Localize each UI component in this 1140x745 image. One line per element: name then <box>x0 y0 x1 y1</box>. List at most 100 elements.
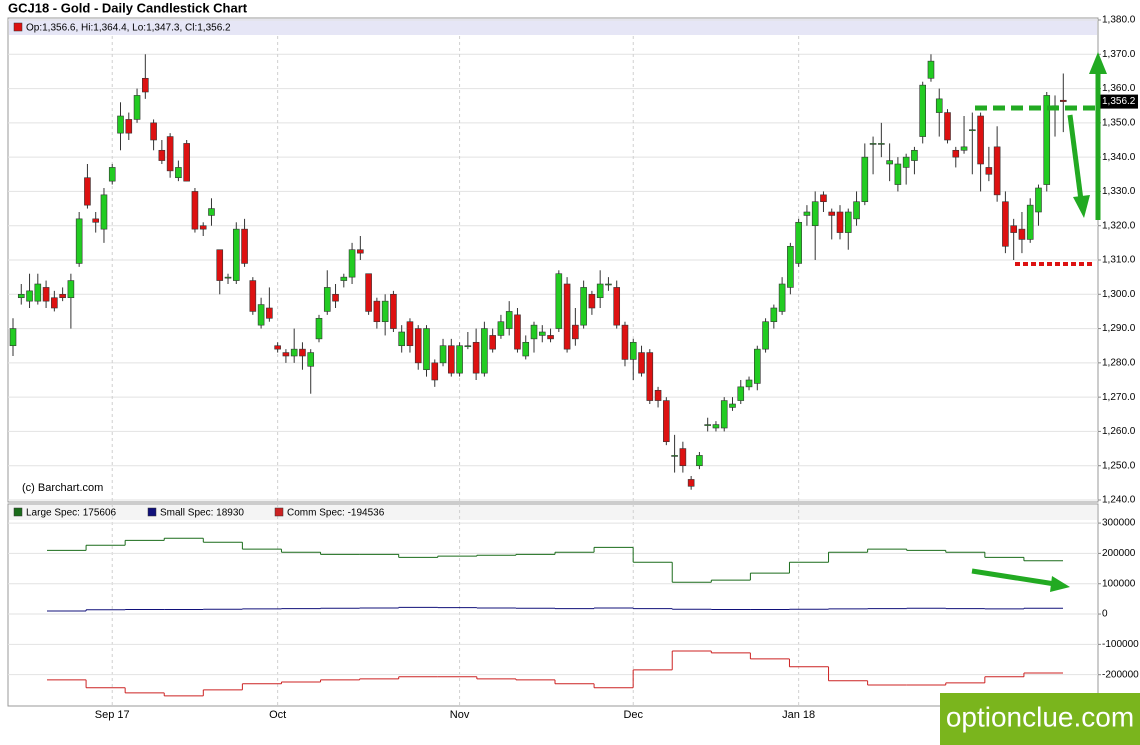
candle-body <box>108 167 116 182</box>
candle-body <box>985 167 993 175</box>
candle-body <box>381 300 389 323</box>
y-tick-label: 1,280.0 <box>1102 357 1136 368</box>
candle-body <box>737 386 745 401</box>
candle-body <box>398 331 405 347</box>
candle-body <box>373 300 381 323</box>
candle-body <box>778 283 786 312</box>
candle-body <box>588 293 596 309</box>
candle-body <box>439 345 447 364</box>
candle-body <box>935 98 943 113</box>
candle-body <box>679 448 687 467</box>
candle-body <box>456 345 463 374</box>
x-tick-label: Sep 17 <box>95 709 130 721</box>
cot-arrow <box>971 568 1056 587</box>
y-tick-label: 1,260.0 <box>1102 426 1136 437</box>
candle-body <box>671 455 678 457</box>
candle-body <box>84 177 91 206</box>
candle-body <box>274 345 281 350</box>
candle-body <box>249 280 257 312</box>
candle-body <box>472 341 480 374</box>
candle-body <box>712 424 720 429</box>
candle-body <box>199 225 207 230</box>
candle-body <box>538 331 546 336</box>
candle-body <box>605 283 612 286</box>
candle-body <box>133 95 141 120</box>
candle-body <box>42 287 50 302</box>
candle-body <box>17 293 25 299</box>
candle-body <box>522 341 530 357</box>
candle-body <box>282 352 290 357</box>
candle-body <box>927 60 935 79</box>
candle-body <box>290 348 298 357</box>
candle-body <box>663 400 670 443</box>
candle-body <box>191 191 199 230</box>
candle-body <box>489 335 496 350</box>
cot-panel <box>7 503 1099 707</box>
candle-body <box>241 228 248 264</box>
y-tick-label: 1,310.0 <box>1102 255 1136 266</box>
candle-body <box>9 328 17 347</box>
legend-label: Large Spec: 175606 <box>26 508 117 519</box>
candle-body <box>142 77 149 93</box>
candle-body <box>34 283 42 302</box>
candle-body <box>820 194 827 203</box>
candle-body <box>787 245 794 288</box>
candle-body <box>869 143 877 145</box>
candle-body <box>621 324 629 360</box>
y-tick-label: 1,340.0 <box>1102 152 1136 163</box>
up-arrow-head <box>1089 52 1107 74</box>
y-tick-label: 1,380.0 <box>1102 15 1136 26</box>
candle-body <box>390 293 397 329</box>
candle-body <box>323 287 331 312</box>
candle-body <box>811 201 819 227</box>
candle-body <box>348 249 356 278</box>
candle-body <box>1026 204 1034 240</box>
chart-title: GCJ18 - Gold - Daily Candlestick Chart <box>8 0 248 15</box>
cot-arrow-head <box>1050 576 1070 592</box>
candle-body <box>762 321 769 350</box>
candle-body <box>92 218 99 223</box>
y-tick-label: 1,330.0 <box>1102 186 1136 197</box>
candle-body <box>232 228 240 281</box>
candle-body <box>844 211 852 233</box>
legend-swatch <box>13 22 23 32</box>
candle-body <box>795 221 802 264</box>
candle-body <box>919 84 927 137</box>
y-tick-label: 1,240.0 <box>1102 495 1136 506</box>
watermark: optionclue.com <box>946 701 1134 732</box>
y-tick-label: 1,350.0 <box>1102 117 1136 128</box>
price-legend-bar <box>9 19 1097 35</box>
y-tick-label: 100000 <box>1102 578 1136 589</box>
grid <box>8 19 1101 706</box>
y-tick-label: 200000 <box>1102 548 1136 559</box>
candle-body <box>993 146 1001 196</box>
y-tick-label: -100000 <box>1102 639 1139 650</box>
candle-body <box>836 211 844 233</box>
last-price-box <box>1100 94 1138 109</box>
marks: 1,240.0 1,250.0 1,260.0 1,270.0 1,280.0 1,290… <box>9 15 1139 721</box>
candle-body <box>547 335 554 340</box>
candle-body <box>117 115 124 134</box>
legend-swatch <box>147 507 157 517</box>
candle-body <box>224 276 232 279</box>
candle-body <box>464 345 472 348</box>
candle-body <box>150 122 157 141</box>
candle-body <box>555 273 563 329</box>
candle-body <box>902 156 910 168</box>
candle-body <box>514 314 521 350</box>
candle-body <box>67 280 75 299</box>
candle-body <box>530 324 538 340</box>
x-tick-label: Dec <box>623 709 643 721</box>
candle-body <box>1035 187 1042 213</box>
candle-body <box>448 345 455 374</box>
candle-body <box>1043 95 1051 185</box>
legend-label: Op:1,356.6, Hi:1,364.4, Lo:1,347.3, Cl:1… <box>26 23 231 34</box>
candle-body <box>911 149 918 161</box>
legend-label: Comm Spec: -194536 <box>287 508 385 519</box>
candle-body <box>745 379 753 388</box>
candle-body <box>977 115 984 165</box>
candle-body <box>26 290 33 302</box>
candle-body <box>307 352 315 367</box>
candle-body <box>257 304 265 326</box>
